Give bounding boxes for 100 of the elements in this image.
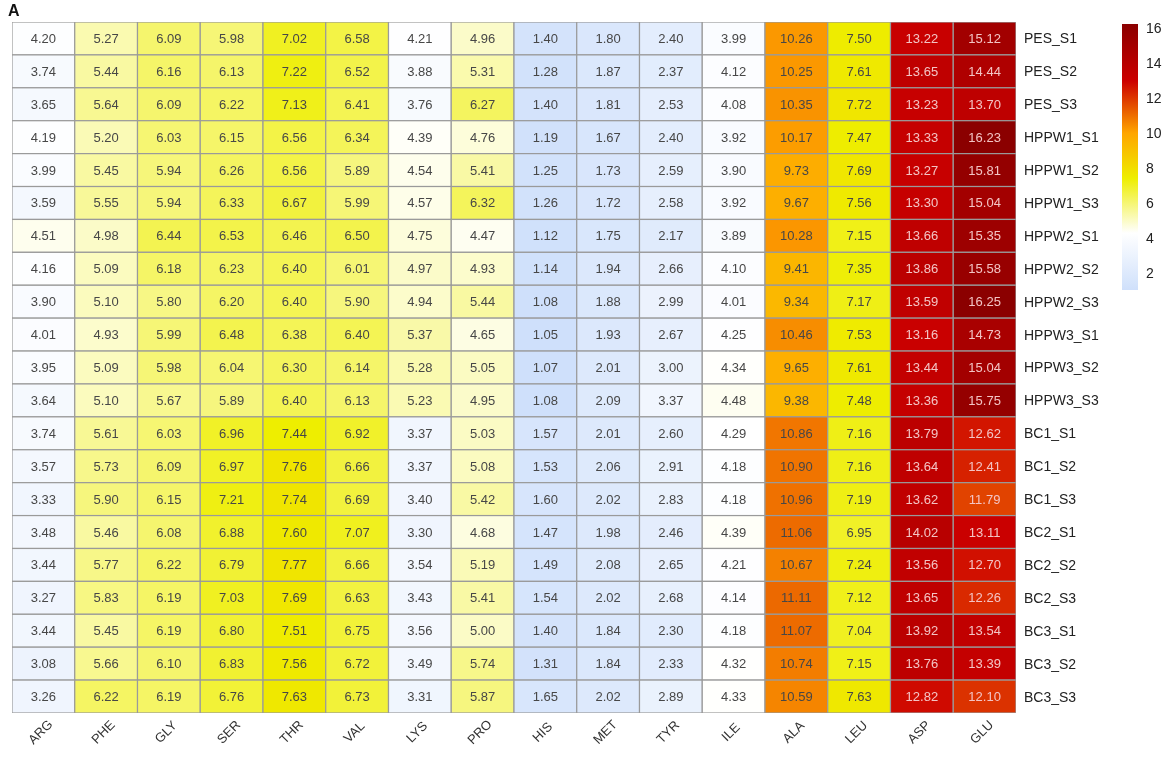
data-label: 5.00	[469, 623, 496, 639]
data-label: 4.21	[407, 30, 433, 46]
data-label: 4.34	[720, 360, 747, 375]
y-tick-label: HPPW1_S3	[1024, 194, 1099, 211]
data-label: 10.90	[780, 458, 813, 474]
data-label: 4.47	[469, 228, 496, 244]
data-label: 4.68	[469, 524, 496, 540]
data-label: 1.49	[532, 557, 559, 573]
data-label: 6.69	[344, 491, 370, 507]
data-label: 4.98	[93, 228, 119, 244]
data-label: 13.36	[905, 392, 939, 408]
data-label: 5.20	[93, 129, 119, 145]
data-label: 13.79	[905, 425, 939, 441]
data-label: 7.72	[846, 96, 872, 112]
data-label: 5.42	[469, 491, 496, 507]
data-label: 5.98	[156, 360, 182, 375]
data-label: 7.63	[281, 689, 308, 705]
data-label: 2.01	[595, 360, 621, 375]
data-label: 10.96	[780, 491, 813, 507]
data-label: 6.19	[156, 689, 182, 705]
data-label: 13.62	[905, 491, 939, 507]
data-label: 7.76	[281, 458, 308, 474]
data-label: 6.16	[156, 63, 182, 79]
data-label: 5.90	[344, 294, 370, 310]
data-label: 5.46	[93, 524, 119, 540]
data-label: 7.60	[281, 524, 308, 540]
data-label: 1.12	[532, 228, 559, 244]
data-label: 4.01	[720, 294, 747, 310]
data-label: 4.75	[407, 228, 433, 244]
data-label: 4.96	[469, 30, 496, 46]
color-bar-label: 12	[1146, 90, 1162, 107]
data-label: 7.13	[281, 96, 308, 112]
data-label: 6.09	[156, 30, 182, 46]
data-label: 6.40	[281, 294, 308, 310]
data-label: 1.81	[595, 96, 621, 112]
y-tick-label: BC1_S3	[1024, 491, 1077, 508]
data-label: 7.35	[846, 261, 872, 277]
data-label: 15.75	[968, 392, 1001, 408]
data-label: 2.66	[658, 261, 684, 277]
data-label: 7.17	[846, 294, 872, 310]
data-label: 6.75	[344, 623, 370, 639]
data-label: 9.38	[783, 392, 810, 408]
data-label: 3.44	[30, 623, 57, 639]
data-label: 2.60	[658, 425, 684, 441]
y-tick-label: BC3_S3	[1024, 688, 1077, 705]
data-label: 1.26	[532, 195, 559, 211]
data-label: 4.29	[720, 425, 747, 441]
data-label: 1.73	[595, 162, 621, 178]
y-tick-label: HPPW1_S1	[1024, 129, 1099, 146]
y-tick-label: HPPW3_S3	[1024, 392, 1099, 409]
data-label: 1.40	[532, 623, 559, 639]
data-label: 13.59	[905, 294, 939, 310]
data-label: 3.44	[30, 557, 57, 573]
data-label: 5.94	[156, 195, 182, 211]
data-label: 13.76	[905, 656, 939, 672]
data-label: 5.73	[93, 458, 119, 474]
data-label: 5.67	[156, 392, 182, 408]
data-label: 6.10	[156, 656, 182, 672]
data-label: 14.44	[968, 63, 1001, 79]
y-tick-label: BC2_S3	[1024, 589, 1077, 606]
color-bar-label: 14	[1146, 55, 1162, 72]
data-label: 5.44	[469, 294, 496, 310]
data-label: 11.07	[780, 623, 813, 639]
data-label: 2.06	[595, 458, 621, 474]
data-label: 6.20	[218, 294, 245, 310]
data-label: 7.56	[281, 656, 308, 672]
data-label: 3.08	[30, 656, 57, 672]
y-tick-label: HPPW3_S2	[1024, 359, 1099, 376]
data-label: 5.45	[93, 162, 119, 178]
data-label: 4.57	[407, 195, 433, 211]
y-tick-label: BC3_S2	[1024, 655, 1077, 672]
data-label: 6.32	[469, 195, 496, 211]
text: A	[8, 2, 20, 20]
data-label: 5.05	[469, 360, 496, 375]
data-label: 7.44	[281, 425, 308, 441]
color-bar-label: 2	[1146, 265, 1154, 282]
x-tick-label: SER	[213, 717, 244, 747]
data-label: 4.12	[720, 63, 747, 79]
x-tick-label: ILE	[718, 719, 743, 745]
data-label: 13.56	[905, 557, 939, 573]
data-label: 5.37	[407, 327, 433, 343]
data-label: 1.57	[532, 425, 559, 441]
data-label: 13.16	[905, 327, 939, 343]
data-label: 12.41	[968, 458, 1001, 474]
data-label: 6.97	[218, 458, 245, 474]
data-label: 9.67	[783, 195, 810, 211]
data-label: 7.03	[218, 590, 245, 606]
data-label: 3.64	[30, 392, 57, 408]
data-label: 1.14	[532, 261, 559, 277]
data-label: 7.56	[846, 195, 872, 211]
data-label: 4.39	[720, 524, 747, 540]
data-label: 14.02	[905, 524, 939, 540]
data-label: 5.45	[93, 623, 119, 639]
color-bar-label: 4	[1146, 230, 1154, 247]
data-label: 7.69	[846, 162, 872, 178]
data-label: 13.92	[905, 623, 939, 639]
data-label: 7.15	[846, 228, 872, 244]
data-label: 3.49	[407, 656, 433, 672]
data-label: 3.40	[407, 491, 433, 507]
data-label: 10.26	[780, 30, 813, 46]
